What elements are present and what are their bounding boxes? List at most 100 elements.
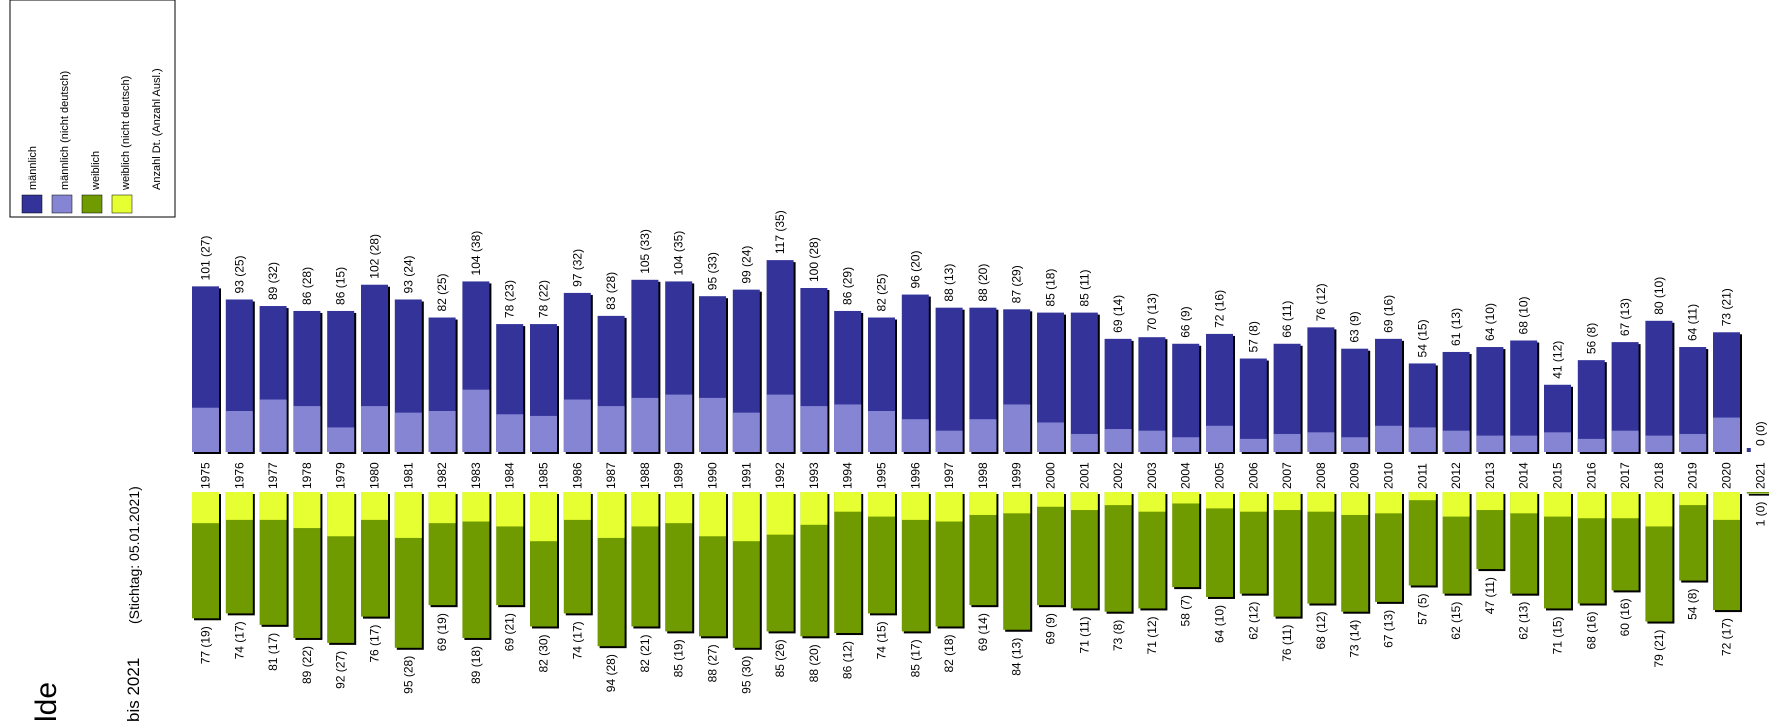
bar-weiblich-nd-1997 bbox=[935, 492, 963, 522]
label-maennlich-2016: 56 (8) bbox=[1584, 323, 1598, 354]
label-maennlich-2020: 73 (21) bbox=[1720, 288, 1734, 326]
bar-maennlich-nd-2011 bbox=[1408, 427, 1436, 452]
bar-maennlich-2009 bbox=[1341, 348, 1369, 452]
year-label-1992: 1992 bbox=[773, 462, 787, 489]
year-label-1978: 1978 bbox=[300, 462, 314, 489]
bar-maennlich-nd-1996 bbox=[901, 419, 929, 452]
label-maennlich-1993: 100 (28) bbox=[807, 237, 821, 282]
label-weiblich-1993: 88 (20) bbox=[807, 644, 821, 682]
label-maennlich-1991: 99 (24) bbox=[739, 246, 753, 284]
bar-weiblich-nd-1981 bbox=[394, 492, 422, 538]
label-weiblich-2021: 1 (0) bbox=[1753, 502, 1767, 527]
legend-swatch-weiblich bbox=[81, 194, 103, 214]
bar-maennlich-nd-1989 bbox=[665, 394, 693, 452]
label-maennlich-2013: 64 (10) bbox=[1483, 303, 1497, 341]
year-label-1998: 1998 bbox=[976, 462, 990, 489]
year-label-1987: 1987 bbox=[604, 462, 618, 489]
bar-maennlich-nd-2020 bbox=[1713, 417, 1740, 452]
label-maennlich-1998: 88 (20) bbox=[976, 264, 990, 302]
label-maennlich-2012: 61 (13) bbox=[1449, 308, 1463, 346]
label-maennlich-1977: 89 (32) bbox=[266, 262, 280, 300]
year-label-1993: 1993 bbox=[807, 462, 821, 489]
bar-weiblich-nd-1976 bbox=[225, 492, 253, 520]
bar-maennlich-nd-1987 bbox=[597, 406, 625, 452]
label-weiblich-1979: 92 (27) bbox=[334, 651, 348, 689]
label-maennlich-2004: 66 (9) bbox=[1179, 306, 1193, 337]
label-maennlich-1979: 86 (15) bbox=[334, 267, 348, 305]
label-weiblich-2017: 60 (16) bbox=[1618, 598, 1632, 636]
bar-maennlich-nd-2007 bbox=[1273, 433, 1301, 452]
label-maennlich-2003: 70 (13) bbox=[1145, 293, 1159, 331]
year-label-1982: 1982 bbox=[435, 462, 449, 489]
year-label-2009: 2009 bbox=[1348, 462, 1362, 489]
label-weiblich-2013: 47 (11) bbox=[1483, 577, 1497, 614]
label-maennlich-2001: 85 (11) bbox=[1077, 269, 1091, 306]
year-label-2021: 2021 bbox=[1753, 462, 1767, 489]
year-label-2004: 2004 bbox=[1179, 462, 1193, 489]
bar-weiblich-nd-1987 bbox=[597, 492, 625, 538]
label-maennlich-2018: 80 (10) bbox=[1652, 277, 1666, 315]
bar-maennlich-nd-1994 bbox=[834, 404, 862, 452]
label-weiblich-1997: 82 (18) bbox=[942, 634, 956, 672]
year-label-1991: 1991 bbox=[739, 462, 753, 489]
bar-weiblich-nd-1988 bbox=[631, 492, 659, 527]
bars-group: 101 (27) 1975 77 (19) 93 (25) 1976 74 (17) 89 … bbox=[192, 210, 1769, 694]
label-weiblich-1999: 84 (13) bbox=[1010, 638, 1024, 676]
year-label-1997: 1997 bbox=[942, 462, 956, 489]
label-weiblich-1978: 89 (22) bbox=[300, 646, 314, 684]
bar-weiblich-nd-1986 bbox=[563, 492, 591, 520]
bar-weiblich-nd-2008 bbox=[1307, 492, 1335, 512]
bar-maennlich-nd-2017 bbox=[1611, 430, 1639, 452]
label-weiblich-1989: 85 (19) bbox=[672, 639, 686, 677]
year-label-2017: 2017 bbox=[1618, 462, 1632, 489]
legend-label-weiblich: weiblich bbox=[90, 151, 102, 191]
label-maennlich-2019: 64 (11) bbox=[1686, 304, 1700, 341]
year-label-2012: 2012 bbox=[1449, 462, 1463, 489]
year-label-2010: 2010 bbox=[1382, 462, 1396, 489]
bar-maennlich-2018 bbox=[1645, 320, 1673, 452]
year-label-1999: 1999 bbox=[1010, 462, 1024, 489]
label-weiblich-2020: 72 (17) bbox=[1720, 618, 1734, 656]
shadow-w-2021 bbox=[1748, 494, 1769, 496]
label-maennlich-2000: 85 (18) bbox=[1044, 269, 1058, 307]
bar-weiblich-nd-2013 bbox=[1476, 492, 1504, 511]
bar-maennlich-nd-1978 bbox=[293, 406, 321, 452]
bar-weiblich-nd-1993 bbox=[800, 492, 828, 525]
bar-maennlich-2004 bbox=[1172, 343, 1200, 452]
bar-maennlich-nd-2016 bbox=[1577, 438, 1605, 452]
label-maennlich-1990: 95 (33) bbox=[706, 252, 720, 290]
bar-maennlich-nd-2014 bbox=[1510, 435, 1538, 452]
bar-maennlich-nd-1992 bbox=[766, 394, 794, 452]
legend-swatch-maennlich-nicht-deutsch bbox=[51, 194, 73, 214]
bar-weiblich-2002 bbox=[1104, 492, 1132, 612]
chart-subtitle-fragment: bis 2021 bbox=[124, 658, 143, 722]
bar-maennlich-nd-1995 bbox=[868, 411, 895, 452]
year-label-2016: 2016 bbox=[1584, 462, 1598, 489]
bar-maennlich-nd-1981 bbox=[394, 412, 422, 452]
label-weiblich-1977: 81 (17) bbox=[266, 633, 280, 671]
label-maennlich-1989: 104 (35) bbox=[672, 231, 686, 276]
label-maennlich-2007: 66 (11) bbox=[1280, 301, 1294, 338]
bar-maennlich-nd-2006 bbox=[1239, 438, 1267, 452]
label-weiblich-2000: 69 (9) bbox=[1044, 613, 1058, 644]
label-weiblich-2012: 62 (15) bbox=[1449, 602, 1463, 640]
label-maennlich-1999: 87 (29) bbox=[1010, 265, 1024, 303]
bar-maennlich-2013 bbox=[1476, 347, 1504, 452]
bar-weiblich-2000 bbox=[1037, 492, 1064, 606]
bar-maennlich-nd-2009 bbox=[1341, 437, 1369, 452]
label-weiblich-2004: 58 (7) bbox=[1179, 595, 1193, 626]
label-maennlich-1986: 97 (32) bbox=[570, 249, 584, 287]
year-label-1985: 1985 bbox=[537, 462, 551, 489]
legend-swatch-weiblich-nicht-deutsch bbox=[111, 194, 133, 214]
label-weiblich-1992: 85 (26) bbox=[773, 639, 787, 677]
bar-weiblich-nd-2002 bbox=[1104, 492, 1132, 506]
year-label-1983: 1983 bbox=[469, 462, 483, 489]
bar-weiblich-2011 bbox=[1408, 492, 1436, 586]
year-label-1990: 1990 bbox=[706, 462, 720, 489]
bar-maennlich-nd-1993 bbox=[800, 406, 828, 452]
bar-weiblich-nd-1984 bbox=[496, 492, 524, 527]
label-maennlich-1984: 78 (23) bbox=[503, 280, 517, 318]
bar-weiblich-nd-2020 bbox=[1713, 492, 1740, 520]
bar-maennlich-nd-1985 bbox=[530, 415, 557, 452]
year-label-2011: 2011 bbox=[1415, 463, 1429, 489]
